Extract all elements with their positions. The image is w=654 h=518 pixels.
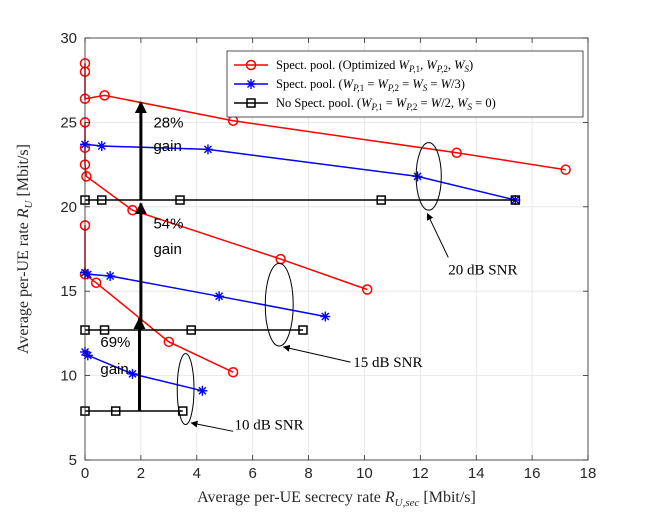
x-tick-label: 18 [580, 465, 597, 482]
data-point-square [376, 195, 386, 205]
tick-layer: 0 2 4 6 8 10 12 14 16 18 5 10 15 20 25 30 [60, 30, 596, 482]
y-tick-label: 20 [60, 199, 77, 216]
data-point-asterisk [105, 271, 116, 282]
plot-frame [84, 37, 589, 461]
data-point-asterisk [127, 368, 138, 379]
data-point-asterisk [412, 171, 423, 182]
series-nopool [80, 325, 308, 335]
data-point-asterisk [202, 144, 213, 155]
snr-pointer-arrow [190, 420, 234, 432]
legend-label-nopool: No Spect. pool. (WP,1 = WP,2 = W/2, WS =… [276, 96, 496, 112]
series-equal [80, 346, 208, 396]
data-point-square [186, 325, 196, 335]
legend-label-equal: Spect. pool. (WP,1 = WP,2 = WS = W/3) [276, 77, 465, 93]
data-point-square [298, 325, 308, 335]
snr-group-ellipse [415, 142, 442, 211]
legend: Spect. pool. (Optimized WP,1, WP,2, WS) … [226, 50, 584, 118]
snr-label: 15 dB SNR [353, 355, 422, 371]
series-line [84, 271, 326, 318]
data-point-asterisk [197, 385, 208, 396]
legend-marker-square [246, 98, 256, 108]
series-nopool [80, 195, 521, 205]
data-point-circle [90, 277, 102, 289]
data-point-square [110, 406, 121, 416]
x-tick-label: 6 [248, 465, 256, 482]
data-point-square [510, 195, 521, 205]
data-point-circle [81, 171, 92, 182]
snr-pointer-arrow [426, 212, 449, 258]
data-point-asterisk [320, 311, 331, 322]
legend-marker-asterisk [246, 79, 256, 89]
data-point-circle [99, 90, 110, 101]
x-tick-label: 10 [356, 465, 373, 482]
data-point-circle [560, 164, 571, 175]
snr-group-ellipse [176, 353, 195, 426]
snr-pointer-arrow [282, 344, 351, 363]
data-point-circle [451, 147, 462, 159]
data-point-circle [163, 336, 175, 348]
data-point-asterisk [214, 291, 225, 302]
data-point-circle [361, 284, 373, 295]
gain-percent-label: 69% [100, 334, 130, 351]
data-point-square [99, 325, 110, 335]
snr-label: 20 dB SNR [448, 262, 517, 278]
data-point-square [97, 195, 107, 205]
gain-word-label: gain [153, 241, 181, 258]
gain-percent-label: 54% [153, 216, 183, 233]
y-tick-label: 25 [60, 114, 77, 131]
legend-entry-equal: Spect. pool. (WP,1 = WP,2 = WS = W/3) [234, 77, 465, 93]
legend-marker-circle [245, 59, 257, 71]
data-point-square [175, 195, 185, 205]
annotation-layer: 28% gain 54% gain 69% gain 20 dB SNR 15 dB SNR 1… [100, 100, 517, 434]
x-tick-label: 0 [81, 465, 89, 482]
y-tick-label: 5 [69, 452, 77, 469]
y-axis-label: Average per-UE rate RU [Mbit/s] [15, 144, 35, 354]
x-tick-label: 2 [137, 465, 145, 482]
data-point-circle [227, 366, 239, 378]
x-axis-label: Average per-UE secrecy rate RU,sec [Mbit… [197, 489, 476, 509]
gain-percent-label: 28% [153, 114, 183, 131]
legend-entry-optimized: Spect. pool. (Optimized WP,1, WP,2, WS) [234, 58, 473, 74]
snr-label: 10 dB SNR [235, 418, 304, 434]
y-tick-label: 15 [60, 283, 77, 300]
y-tick-label: 10 [60, 368, 77, 385]
series-optimized [79, 117, 373, 295]
y-tick-label: 30 [60, 30, 77, 47]
x-tick-label: 4 [193, 465, 201, 482]
legend-entry-nopool: No Spect. pool. (WP,1 = WP,2 = W/2, WS =… [234, 96, 496, 112]
x-tick-label: 12 [412, 465, 429, 482]
x-tick-label: 14 [468, 465, 485, 482]
data-point-asterisk [82, 350, 93, 361]
gain-word-label: gain [100, 361, 128, 378]
gain-word-label: gain [153, 138, 181, 155]
x-tick-label: 16 [524, 465, 541, 482]
data-point-asterisk [96, 141, 107, 152]
x-tick-label: 8 [304, 465, 312, 482]
series-nopool [80, 406, 188, 416]
data-point-asterisk [82, 269, 93, 280]
legend-label-optimized: Spect. pool. (Optimized WP,1, WP,2, WS) [276, 58, 473, 74]
snr-group-ellipse [264, 262, 294, 347]
